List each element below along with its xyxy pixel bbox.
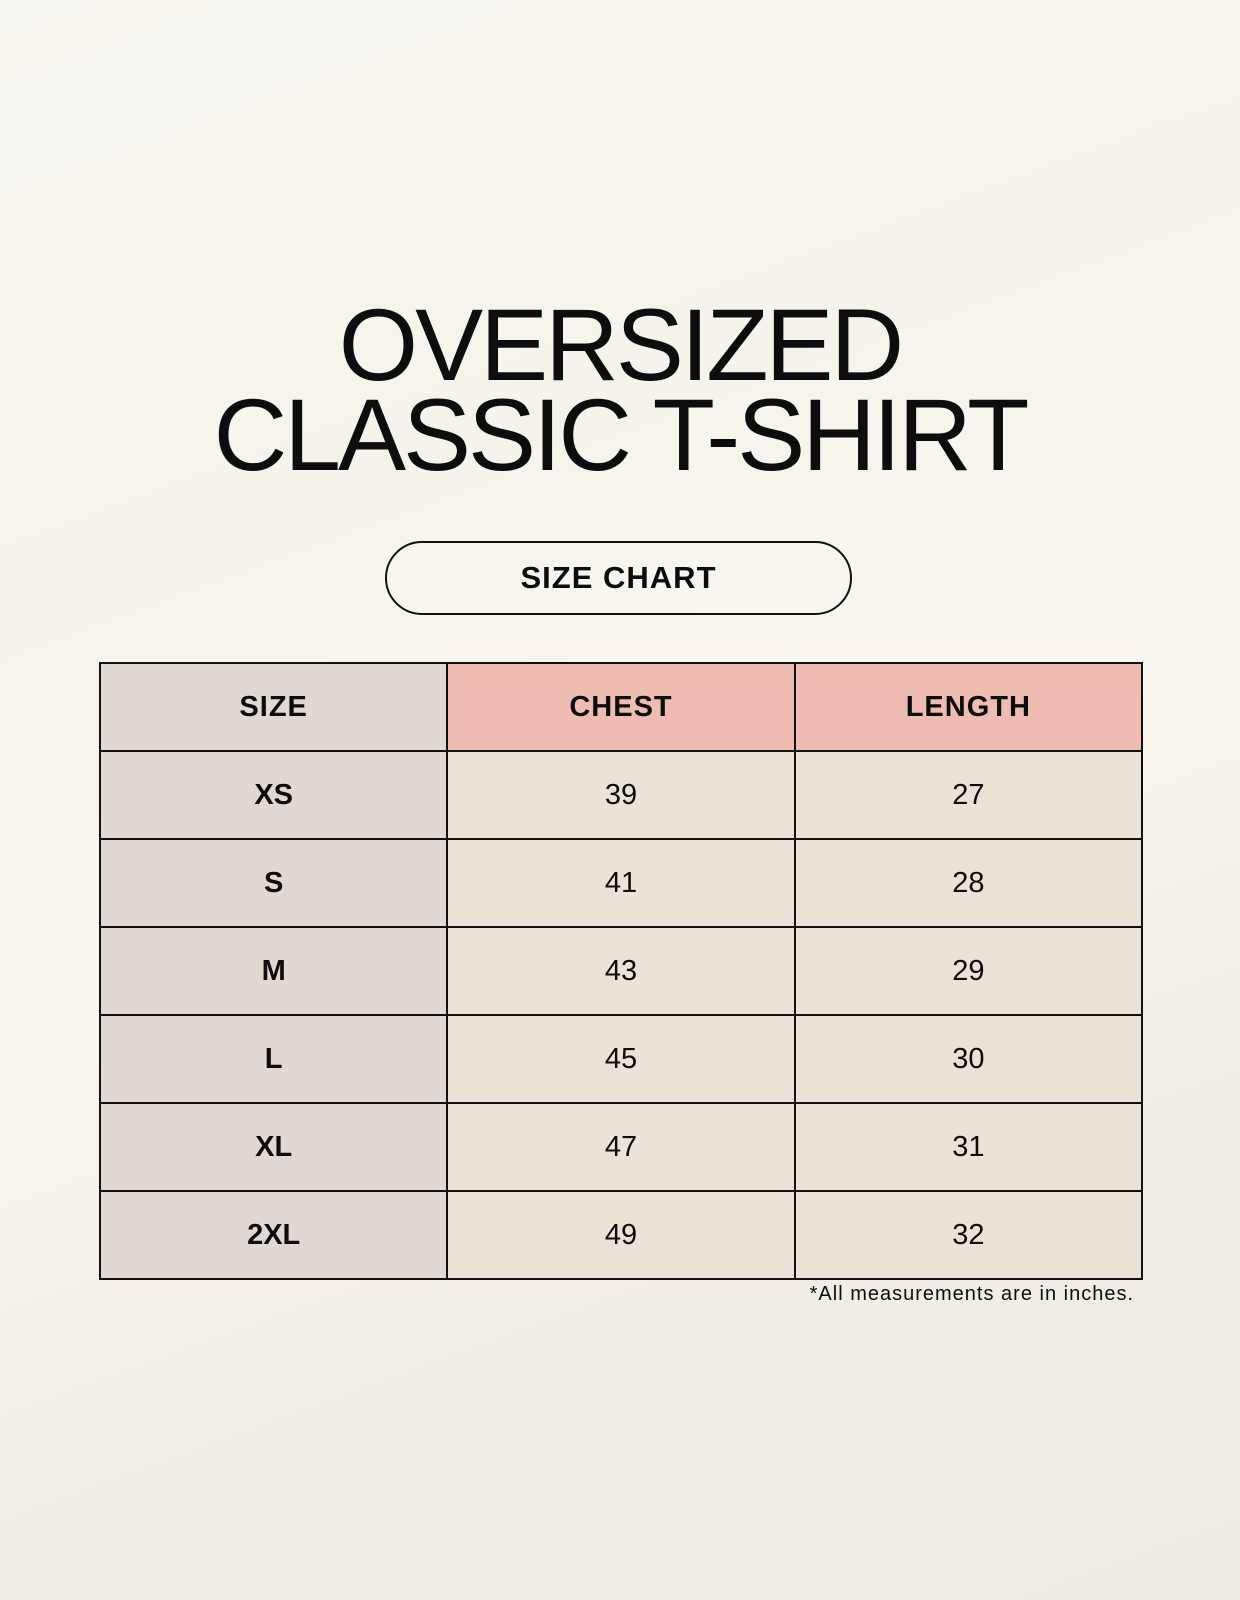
page-title: OVERSIZED CLASSIC T-SHIRT	[0, 288, 1240, 492]
table-row: M 43 29	[98, 926, 1144, 1016]
cell-length: 31	[793, 1102, 1144, 1192]
cell-chest: 49	[446, 1190, 796, 1280]
cell-size: XS	[98, 750, 449, 840]
header-size: SIZE	[98, 662, 449, 752]
table-header-row: SIZE CHEST LENGTH	[98, 662, 1144, 752]
cell-length: 30	[793, 1014, 1144, 1104]
title-line-2: CLASSIC T-SHIRT	[213, 378, 1030, 492]
table-row: XS 39 27	[98, 750, 1144, 840]
cell-size: L	[98, 1014, 449, 1104]
header-chest: CHEST	[446, 662, 796, 752]
cell-chest: 43	[446, 926, 796, 1016]
title-line-1: OVERSIZED	[338, 288, 904, 402]
table-row: L 45 30	[98, 1014, 1144, 1104]
cell-chest: 47	[446, 1102, 796, 1192]
cell-length: 27	[793, 750, 1144, 840]
header-length: LENGTH	[793, 662, 1144, 752]
cell-chest: 45	[446, 1014, 796, 1104]
table-row: XL 47 31	[98, 1102, 1144, 1192]
cell-length: 32	[793, 1190, 1144, 1280]
cell-size: S	[98, 838, 449, 928]
size-chart-badge: SIZE CHART	[385, 541, 852, 615]
cell-length: 29	[793, 926, 1144, 1016]
cell-size: M	[98, 926, 449, 1016]
table-row: S 41 28	[98, 838, 1144, 928]
table-row: 2XL 49 32	[98, 1190, 1144, 1280]
footnote: *All measurements are in inches.	[809, 1283, 1134, 1305]
cell-size: XL	[98, 1102, 449, 1192]
cell-chest: 41	[446, 838, 796, 928]
size-chart-table: SIZE CHEST LENGTH XS 39 27 S 41 28 M 43 29 L 45 30 X…	[98, 662, 1144, 1280]
cell-length: 28	[793, 838, 1144, 928]
cell-size: 2XL	[98, 1190, 449, 1280]
cell-chest: 39	[446, 750, 796, 840]
